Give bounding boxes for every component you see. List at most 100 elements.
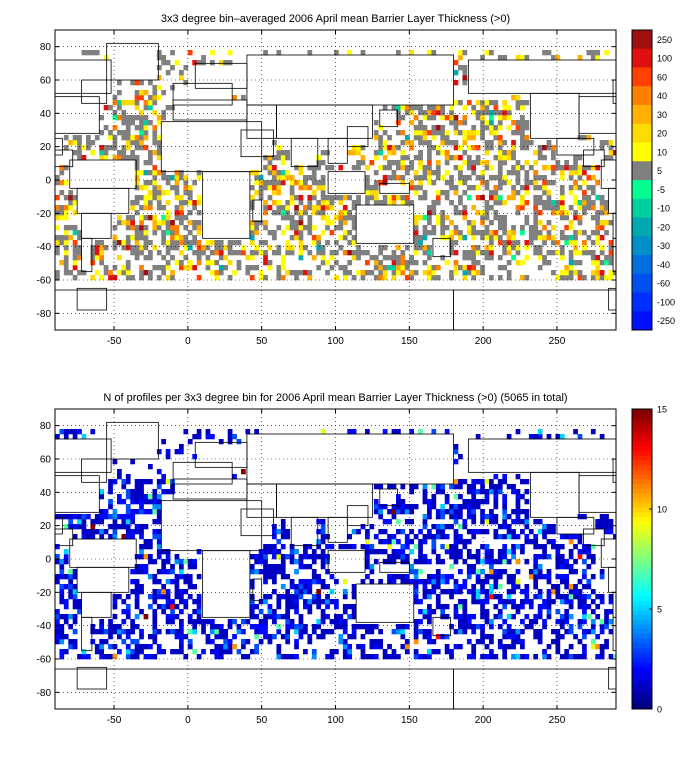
bin-cell <box>559 614 565 620</box>
bin-cell <box>520 130 525 136</box>
bin-cell <box>103 55 109 61</box>
bin-cell <box>471 529 477 535</box>
bin-cell <box>156 644 162 650</box>
bin-cell <box>342 649 348 655</box>
bin-cell <box>311 190 317 196</box>
bin-cell <box>218 240 224 246</box>
bin-cell <box>466 220 472 226</box>
bin-cell <box>413 599 419 605</box>
bin-cell <box>347 604 353 610</box>
bin-cell <box>108 654 113 660</box>
bin-cell <box>285 619 291 625</box>
bin-cell <box>524 245 530 251</box>
bin-cell <box>77 519 82 525</box>
y-tick-label: 20 <box>40 142 52 153</box>
bin-cell <box>568 275 574 281</box>
bin-cell <box>559 205 565 211</box>
bin-cell <box>179 449 184 455</box>
bin-cell <box>174 629 180 635</box>
bin-cell <box>285 250 291 256</box>
bin-cell <box>453 185 459 191</box>
bin-cell <box>502 230 508 236</box>
bin-cell <box>466 569 472 575</box>
bin-cell <box>480 584 485 590</box>
bin-cell <box>409 489 415 495</box>
bin-cell <box>148 180 153 186</box>
bin-cell <box>493 499 499 505</box>
bin-cell <box>280 215 286 221</box>
bin-cell <box>174 584 180 590</box>
bin-cell <box>139 245 144 251</box>
bin-cell <box>227 624 233 630</box>
bin-cell <box>475 434 481 440</box>
bin-cell <box>365 180 370 186</box>
bin-cell <box>285 529 291 535</box>
bin-cell <box>117 215 122 221</box>
bin-cell <box>373 135 379 141</box>
bin-cell <box>608 220 614 226</box>
bin-cell <box>99 260 105 266</box>
bin-cell <box>365 200 370 206</box>
bin-cell <box>196 225 202 231</box>
bin-cell <box>192 265 198 271</box>
bin-cell <box>298 230 304 236</box>
bin-cell <box>263 624 268 630</box>
bin-cell <box>590 639 596 645</box>
bin-cell <box>502 654 508 660</box>
bin-cell <box>342 639 348 645</box>
bin-cell <box>462 275 468 281</box>
colorbar-swatch <box>632 638 652 644</box>
bin-cell <box>466 539 472 545</box>
bin-cell <box>577 230 583 236</box>
bin-cell <box>143 654 149 660</box>
bin-cell <box>427 115 432 121</box>
bin-cell <box>148 215 153 221</box>
bin-cell <box>435 574 441 580</box>
bin-cell <box>427 609 432 615</box>
bin-cell <box>152 195 158 201</box>
bin-cell <box>249 275 255 281</box>
bin-cell <box>263 554 268 560</box>
bin-cell <box>590 215 596 221</box>
bin-cell <box>413 649 419 655</box>
bin-cell <box>466 554 472 560</box>
bin-cell <box>506 514 512 520</box>
bin-cell <box>418 245 423 251</box>
bin-cell <box>81 514 87 520</box>
bin-cell <box>595 524 601 530</box>
bin-cell <box>125 629 131 635</box>
bin-cell <box>121 100 127 106</box>
bin-cell <box>435 599 441 605</box>
bin-cell <box>249 614 255 620</box>
bin-cell <box>170 270 175 276</box>
bin-cell <box>542 205 547 211</box>
coastline <box>327 550 366 573</box>
bin-cell <box>316 539 322 545</box>
bin-cell <box>489 564 494 570</box>
bin-cell <box>489 195 494 201</box>
bin-cell <box>515 240 521 246</box>
bin-cell <box>298 594 304 600</box>
bin-cell <box>170 484 175 490</box>
bin-cell <box>422 165 428 171</box>
bin-cell <box>458 644 463 650</box>
bin-cell <box>267 170 273 176</box>
bin-cell <box>280 170 286 176</box>
bin-cell <box>112 529 118 535</box>
bin-cell <box>311 599 317 605</box>
bin-cell <box>497 479 503 485</box>
bin-cell <box>555 639 561 645</box>
bin-cell <box>174 210 180 216</box>
bin-cell <box>227 644 233 650</box>
colorbar-swatch <box>632 685 652 691</box>
bin-cell <box>404 135 410 141</box>
bin-cell <box>276 644 282 650</box>
bin-cell <box>599 629 605 635</box>
bin-cell <box>125 649 131 655</box>
bin-cell <box>347 195 353 201</box>
bin-cell <box>533 629 539 635</box>
bin-cell <box>520 120 525 126</box>
bin-cell <box>462 629 468 635</box>
bin-cell <box>497 584 503 590</box>
bin-cell <box>81 270 87 276</box>
